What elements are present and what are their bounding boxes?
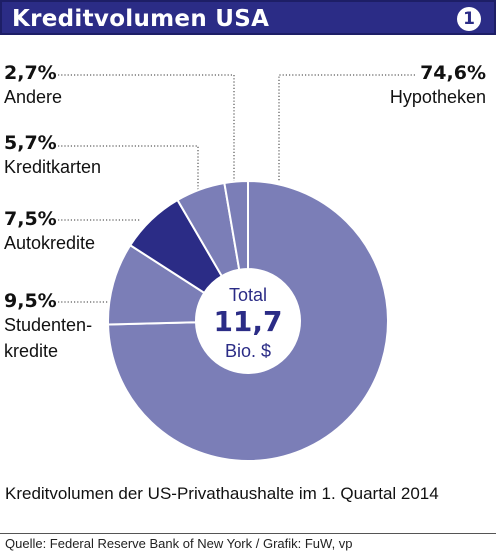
autokredite-name: Autokredite bbox=[4, 233, 96, 253]
chart-subtitle: Kreditvolumen der US-Privathaushalte im … bbox=[5, 484, 439, 503]
donut-chart bbox=[58, 74, 415, 462]
leader-lines bbox=[58, 74, 415, 303]
slice-hypotheken bbox=[107, 179, 389, 462]
leader-hypotheken bbox=[278, 74, 415, 182]
center-total-unit: Bio. $ bbox=[224, 341, 272, 361]
kreditkarten-name: Kreditkarten bbox=[4, 157, 102, 177]
donut-slices bbox=[107, 179, 389, 462]
label-studentenkredite: 9,5% Studenten- kredite bbox=[4, 290, 92, 364]
chart-title: Kreditvolumen USA bbox=[12, 6, 270, 32]
header-bar: Kreditvolumen USA 1 bbox=[0, 0, 496, 35]
hypotheken-percent: 74,6% bbox=[420, 62, 486, 84]
center-total-label: Total bbox=[228, 285, 268, 305]
andere-percent: 2,7% bbox=[4, 62, 57, 84]
studentenkredite-name-2: kredite bbox=[4, 341, 59, 361]
studentenkredite-name-1: Studenten- bbox=[4, 315, 93, 335]
hypotheken-name: Hypotheken bbox=[389, 87, 486, 107]
number-badge: 1 bbox=[457, 7, 481, 31]
studentenkredite-percent: 9,5% bbox=[4, 290, 57, 312]
label-hypotheken: 74,6% Hypotheken bbox=[390, 62, 486, 110]
label-autokredite: 7,5% Autokredite bbox=[4, 208, 95, 256]
label-kreditkarten: 5,7% Kreditkarten bbox=[4, 132, 101, 180]
label-andere: 2,7% Andere bbox=[4, 62, 62, 110]
slice-andere bbox=[223, 179, 249, 271]
center-total-value: 11,7 bbox=[213, 305, 283, 338]
autokredite-percent: 7,5% bbox=[4, 208, 57, 230]
source-note: Quelle: Federal Reserve Bank of New York… bbox=[5, 536, 353, 551]
andere-name: Andere bbox=[4, 87, 63, 107]
leader-andere bbox=[58, 74, 235, 182]
kreditkarten-percent: 5,7% bbox=[4, 132, 57, 154]
divider bbox=[0, 533, 496, 534]
